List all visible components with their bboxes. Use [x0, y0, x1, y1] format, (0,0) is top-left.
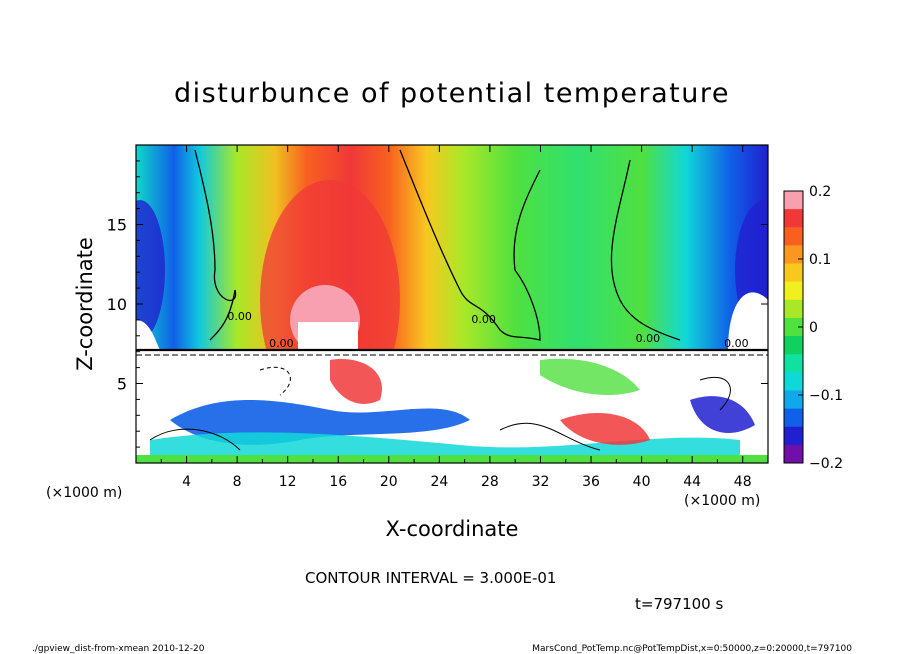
colorbar-swatch-8 — [784, 336, 803, 355]
contour-lower-1 — [149, 428, 241, 451]
colorbar-tick-label-2: 0 — [809, 320, 818, 336]
y-tick-label-5: 5 — [117, 375, 127, 394]
contour-label-2: 0.00 — [471, 313, 496, 326]
colorbar-swatch-2 — [784, 227, 803, 246]
lower-green-patch — [540, 358, 640, 395]
time-text: t=797100 s — [635, 595, 723, 613]
colorbar-tick-label-3: −0.1 — [809, 388, 843, 404]
colorbar-swatch-9 — [784, 354, 803, 373]
x-tick-label-48: 48 — [734, 474, 752, 490]
y-axis-label: Z-coordinate — [73, 237, 97, 371]
bottom-green-strip — [136, 455, 768, 463]
colorbar-swatch-7 — [784, 317, 803, 337]
contour-right — [610, 159, 681, 341]
white-blob-right — [728, 292, 768, 350]
y-tick-label-10: 10 — [107, 295, 127, 314]
chart-title: disturbunce of potential temperature — [174, 78, 730, 109]
colorbar-swatch-0 — [784, 191, 803, 210]
contour-lower-3 — [259, 366, 291, 396]
x-tick-label-20: 20 — [380, 474, 398, 490]
x-tick-label-8: 8 — [233, 474, 242, 490]
contour-labels: 0.00 0.00 0.00 0.00 0.00 — [227, 310, 748, 350]
colorbar-tick-label-4: −0.2 — [809, 456, 843, 472]
x-tick-label-4: 4 — [182, 474, 191, 490]
colorbar — [784, 191, 803, 464]
warm-core-white — [298, 322, 358, 352]
footer-right: MarsCond_PotTemp.nc@PotTempDist,x=0:5000… — [532, 644, 852, 654]
contour-lower-4 — [699, 376, 731, 411]
plot-area — [136, 145, 768, 463]
x-tick-label-28: 28 — [481, 474, 499, 490]
x-tick-label-24: 24 — [430, 474, 448, 490]
colorbar-swatch-12 — [784, 408, 803, 428]
contour-label-4: 0.00 — [724, 337, 749, 350]
contour-label-1: 0.00 — [269, 337, 294, 350]
x-unit-left: (×1000 m) — [46, 485, 122, 501]
colorbar-swatch-11 — [784, 390, 803, 410]
contour-lower-2 — [499, 422, 601, 451]
colorbar-swatch-4 — [784, 263, 803, 283]
x-axis-ticks: 4 8 12 16 20 24 28 32 36 40 44 48 — [160, 145, 752, 490]
lower-red-patch-1 — [330, 359, 382, 404]
colorbar-tick-label-0: 0.2 — [809, 184, 831, 200]
cold-edge-left — [136, 200, 165, 340]
colorbar-swatch-3 — [784, 245, 803, 265]
lower-cyan-band — [150, 432, 740, 455]
y-axis-ticks: 5 10 15 — [107, 160, 768, 448]
colorbar-swatch-10 — [784, 372, 803, 391]
colorbar-swatch-6 — [784, 299, 803, 319]
colorbar-swatch-1 — [784, 209, 803, 228]
footer-left: ./gpview_dist-from-xmean 2010-12-20 — [32, 644, 205, 654]
contour-left — [194, 149, 237, 341]
colorbar-ticks: 0.2 0.1 0 −0.1 −0.2 — [798, 184, 843, 472]
x-tick-label-16: 16 — [329, 474, 347, 490]
white-blob-left — [136, 320, 160, 350]
contour-label-3: 0.00 — [636, 332, 661, 345]
contour-label-0: 0.00 — [227, 310, 252, 323]
x-tick-label-36: 36 — [582, 474, 600, 490]
x-axis-label: X-coordinate — [386, 517, 519, 541]
colorbar-swatch-5 — [784, 281, 803, 301]
lower-red-patch-2 — [560, 412, 650, 445]
y-tick-label-15: 15 — [107, 216, 127, 235]
contour-mid — [399, 149, 541, 341]
lower-blue-patch-right — [690, 396, 755, 433]
field-upper — [136, 145, 768, 350]
colorbar-tick-label-1: 0.1 — [809, 252, 831, 268]
x-tick-label-40: 40 — [633, 474, 651, 490]
contour-interval-text: CONTOUR INTERVAL = 3.000E-01 — [305, 569, 556, 587]
colorbar-swatch-13 — [784, 426, 803, 446]
x-tick-label-44: 44 — [683, 474, 701, 490]
colorbar-swatch-14 — [784, 444, 803, 464]
x-tick-label-32: 32 — [532, 474, 550, 490]
x-unit-right: (×1000 m) — [684, 493, 760, 509]
x-tick-label-12: 12 — [279, 474, 297, 490]
